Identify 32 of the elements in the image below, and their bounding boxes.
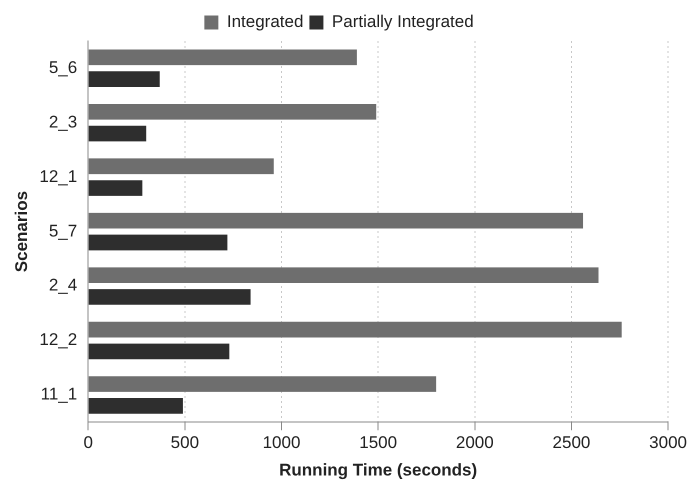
bar [88,49,357,66]
legend-label: Partially Integrated [332,12,474,32]
y-tick-label: 12_1 [39,166,78,186]
bar [88,158,274,174]
y-tick-label: 11_1 [40,384,78,404]
x-tick-label: 0 [83,433,93,452]
bar [88,267,599,284]
y-tick-label: 5_7 [48,221,78,240]
bar [88,398,183,414]
y-tick-label: 12_2 [39,330,78,350]
bar [88,376,436,392]
bar [88,104,376,120]
legend-label: Integrated [226,12,304,32]
x-tick-label: 1000 [262,433,300,452]
y-tick-label: 2_3 [48,112,78,132]
bar [88,289,251,305]
bar [88,212,584,229]
y-tick-label: 2_4 [48,276,78,295]
bar [88,344,230,360]
x-tick-label: 2500 [552,433,590,452]
y-tick-label: 5_6 [48,58,78,77]
bar [88,322,622,338]
bar [88,180,142,196]
x-tick-label: 1500 [359,433,398,452]
bar [88,71,160,87]
bar [88,234,228,250]
bar [88,126,146,142]
x-tick-label: 2000 [456,433,494,452]
x-tick-label: 500 [170,433,200,452]
y-axis-title: Scenarios [12,190,31,272]
x-tick-label: 3000 [649,433,688,452]
x-axis-title: Running Time (seconds) [279,460,478,480]
